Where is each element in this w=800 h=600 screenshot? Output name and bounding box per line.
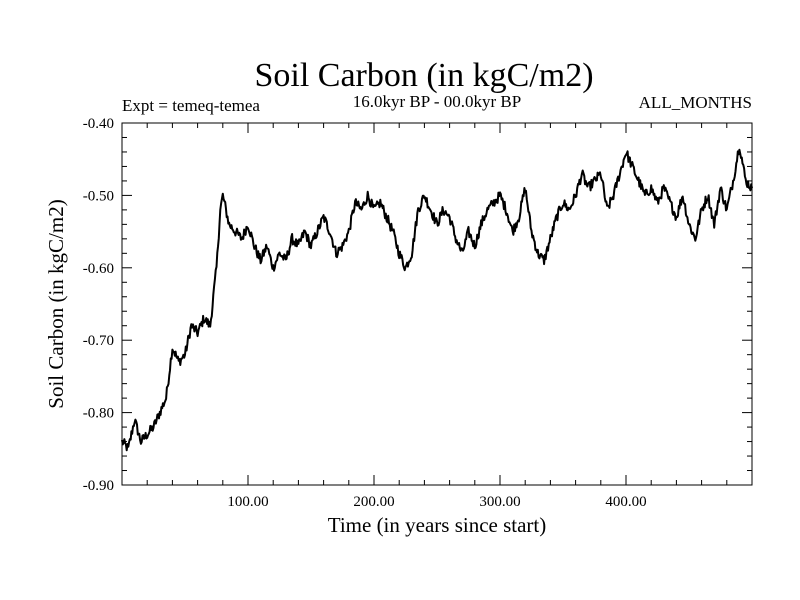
x-tick-labels: 100.00 200.00 300.00 400.00 bbox=[227, 494, 646, 510]
months-label: ALL_MONTHS bbox=[639, 93, 752, 112]
x-tick-label: 300.00 bbox=[479, 494, 520, 510]
tick-marks bbox=[122, 123, 752, 485]
series-line-soil-carbon bbox=[121, 148, 753, 452]
y-tick-label: -0.40 bbox=[83, 116, 114, 132]
x-tick-label: 100.00 bbox=[227, 494, 268, 510]
chart-title: Soil Carbon (in kgC/m2) bbox=[254, 57, 593, 94]
y-tick-label: -0.60 bbox=[83, 261, 114, 277]
x-tick-label: 200.00 bbox=[353, 494, 394, 510]
plot-frame bbox=[121, 122, 753, 486]
y-tick-label: -0.90 bbox=[83, 478, 114, 494]
y-tick-label: -0.50 bbox=[83, 188, 114, 204]
x-tick-label: 400.00 bbox=[605, 494, 646, 510]
y-tick-label: -0.80 bbox=[83, 406, 114, 422]
experiment-label: Expt = temeq-temea bbox=[122, 96, 260, 115]
x-axis-label: Time (in years since start) bbox=[328, 513, 547, 537]
y-tick-label: -0.70 bbox=[83, 333, 114, 349]
period-label: 16.0kyr BP - 00.0kyr BP bbox=[353, 92, 521, 111]
y-axis-label: Soil Carbon (in kgC/m2) bbox=[44, 199, 68, 408]
y-tick-labels: -0.90 -0.80 -0.70 -0.60 -0.50 -0.40 bbox=[83, 116, 114, 494]
